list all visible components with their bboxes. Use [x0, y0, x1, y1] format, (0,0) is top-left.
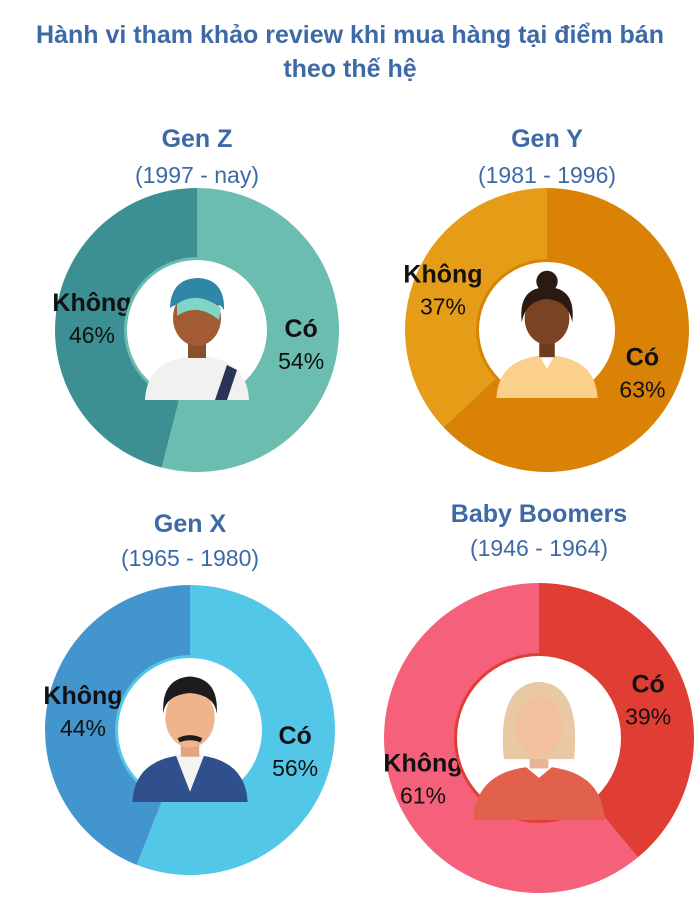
value-co: 39% [625, 704, 671, 730]
elderly-woman-avatar-icon [473, 681, 605, 820]
generation-name: Baby Boomers [450, 500, 628, 528]
value-co: 54% [278, 348, 324, 374]
chart-title: Hành vi tham khảo review khi mua hàng tạ… [0, 18, 700, 86]
generation-name: Gen Y [511, 125, 583, 153]
value-co: 63% [619, 376, 665, 402]
chart-title-line-2: theo thế hệ [283, 55, 417, 83]
woman-avatar-icon [496, 270, 598, 398]
value-khong: 44% [60, 715, 106, 741]
value-khong: 46% [69, 322, 115, 348]
label-co: Có [626, 343, 659, 371]
label-khong: Không [383, 749, 462, 777]
label-co: Có [278, 722, 311, 750]
value-co: 56% [272, 755, 318, 781]
generation-years: (1965 - 1980) [120, 545, 260, 571]
value-khong: 37% [420, 294, 466, 320]
generation-years: (1997 - nay) [134, 162, 259, 188]
value-khong: 61% [400, 782, 446, 808]
man-avatar-icon [132, 676, 248, 802]
label-khong: Không [403, 261, 482, 289]
young-man-avatar-icon [145, 278, 249, 400]
generation-years: (1981 - 1996) [477, 162, 617, 188]
label-khong: Không [43, 682, 122, 710]
chart-title-line-1: Hành vi tham khảo review khi mua hàng tạ… [36, 21, 664, 49]
generation-name: Gen Z [161, 125, 233, 153]
label-khong: Không [52, 289, 131, 317]
generation-years: (1946 - 1964) [469, 535, 609, 561]
generation-name: Gen X [153, 510, 227, 538]
slice-khong [404, 188, 547, 428]
label-co: Có [285, 315, 318, 343]
label-co: Có [631, 671, 664, 699]
